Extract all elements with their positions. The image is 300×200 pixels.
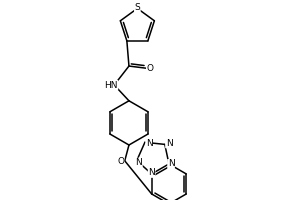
Text: N: N [148,168,155,177]
Text: S: S [134,3,140,12]
Text: HN: HN [104,81,118,90]
Text: N: N [168,159,174,168]
Text: N: N [146,139,152,148]
Text: N: N [166,139,172,148]
Text: O: O [117,157,124,166]
Text: O: O [146,64,154,73]
Text: N: N [136,158,142,167]
